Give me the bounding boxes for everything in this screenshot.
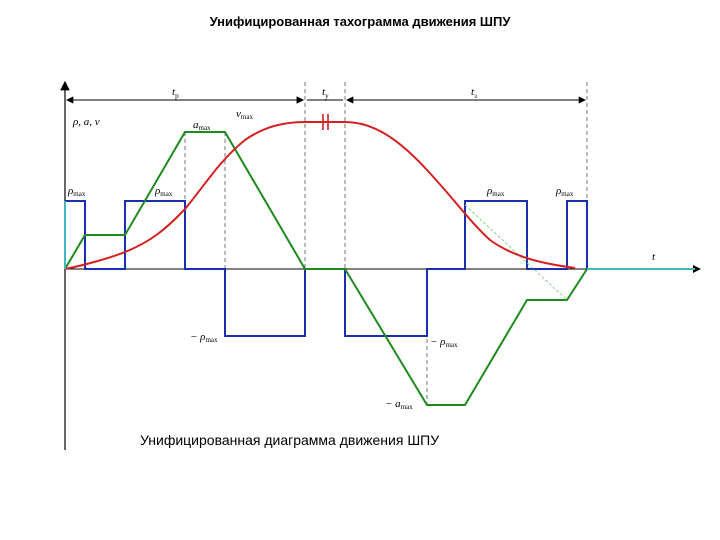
label-rho-max-2: ρmax: [154, 185, 173, 198]
label-v-max: vmax: [236, 108, 253, 121]
label-rho-max-3: ρmax: [486, 185, 505, 198]
label-t-y: tу: [322, 86, 329, 100]
label-a-max: amax: [193, 119, 211, 132]
diagram-caption: Унифицированная диаграмма движения ШПУ: [140, 432, 440, 448]
diagram-title: Унифицированная тахограмма движения ШПУ: [209, 14, 511, 29]
velocity-break-mark: [322, 114, 329, 130]
label-rho-max-4: ρmax: [555, 185, 574, 198]
label-neg-rho-max-1: − ρmax: [190, 331, 218, 344]
label-neg-a-max: − amax: [385, 398, 413, 411]
acceleration-extension: [464, 204, 568, 301]
label-t-p: tр: [172, 86, 179, 100]
acceleration-curve: [64, 131, 588, 406]
label-rho-max-1: ρmax: [67, 185, 86, 198]
label-t-z: tз: [471, 86, 477, 100]
velocity-curve: [64, 121, 576, 270]
label-neg-rho-max-2: − ρmax: [430, 336, 458, 349]
label-axis-x: t: [652, 251, 656, 263]
label-axis-y: ρ, a, v: [72, 116, 100, 128]
